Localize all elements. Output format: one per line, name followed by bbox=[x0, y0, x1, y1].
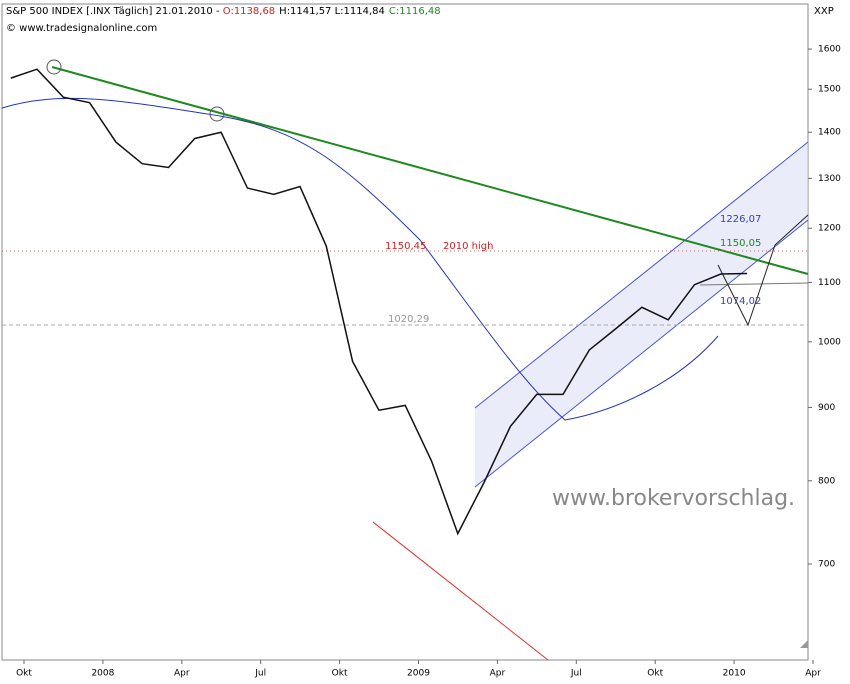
source: © www.tradesignalonline.com bbox=[6, 23, 157, 34]
marker-circle bbox=[46, 59, 62, 75]
moving-average bbox=[1, 97, 719, 421]
watermark: www.brokervorschlag. bbox=[552, 486, 795, 511]
marker-circle bbox=[209, 106, 225, 122]
annotation: 1150,45 bbox=[385, 241, 426, 252]
header-close: C:1116,48 bbox=[389, 6, 441, 17]
annotation: 2010 high bbox=[443, 241, 493, 252]
y-tick-label: 1400 bbox=[818, 128, 841, 138]
plot-frame bbox=[1, 3, 809, 661]
y-tick-label: 800 bbox=[818, 476, 835, 486]
x-tick-label: Jul bbox=[570, 669, 582, 679]
x-tick-label: Apr bbox=[174, 669, 190, 679]
x-tick-label: 2008 bbox=[91, 669, 114, 679]
axis-code: XXP bbox=[814, 6, 834, 17]
y-tick-label: 1100 bbox=[818, 278, 841, 288]
level-line bbox=[699, 282, 809, 286]
resistance-line bbox=[51, 66, 809, 275]
channel-bottom bbox=[474, 219, 809, 488]
trend-channel bbox=[475, 142, 808, 487]
y-tick-label: 900 bbox=[818, 403, 835, 413]
x-tick-label: Apr bbox=[805, 669, 821, 679]
header-title: S&P 500 INDEX [.INX Täglich] 21.01.2010 … bbox=[6, 6, 441, 17]
x-tick-label: 2009 bbox=[407, 669, 430, 679]
channel-top bbox=[474, 141, 809, 409]
corner-icon bbox=[800, 640, 808, 648]
header-open: O:1138,68 bbox=[223, 6, 275, 17]
header-highlow: H:1141,57 L:1114,84 bbox=[279, 6, 385, 17]
annotation: 1150,05 bbox=[720, 238, 761, 249]
y-tick-label: 700 bbox=[818, 559, 835, 569]
projection bbox=[717, 214, 809, 327]
x-tick-label: 2010 bbox=[723, 669, 746, 679]
y-tick-label: 1300 bbox=[818, 174, 841, 184]
support-line bbox=[372, 521, 549, 661]
annotation: 1074,02 bbox=[720, 296, 761, 307]
price-line bbox=[10, 68, 748, 536]
x-tick-label: Apr bbox=[490, 669, 506, 679]
y-tick-label: 1000 bbox=[818, 337, 841, 347]
x-tick-label: Jul bbox=[254, 669, 266, 679]
y-tick-label: 1500 bbox=[818, 85, 841, 95]
annotation: 1226,07 bbox=[720, 214, 761, 225]
x-tick-label: Okt bbox=[16, 669, 32, 679]
x-tick-label: Okt bbox=[332, 669, 348, 679]
y-tick-label: 1200 bbox=[818, 224, 841, 234]
header-text: S&P 500 INDEX [.INX Täglich] 21.01.2010 … bbox=[6, 6, 223, 17]
annotation: 1020,29 bbox=[388, 314, 429, 325]
x-tick-label: Okt bbox=[647, 669, 663, 679]
y-tick-label: 1600 bbox=[818, 45, 841, 55]
